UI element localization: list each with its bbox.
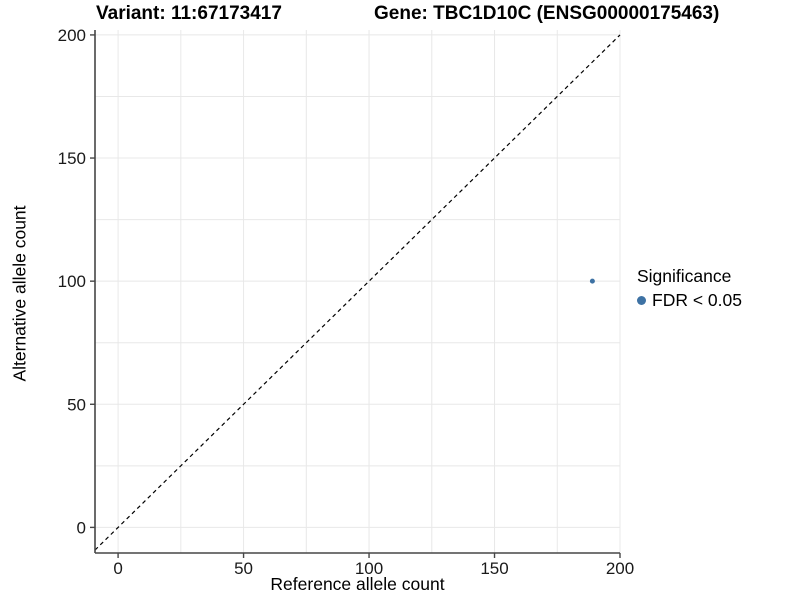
y-axis-label: Alternative allele count — [9, 205, 30, 382]
gene-title: Gene: TBC1D10C (ENSG00000175463) — [374, 3, 720, 24]
legend-point-icon — [637, 296, 646, 305]
legend: Significance FDR < 0.05 — [637, 266, 742, 311]
y-tick-label: 200 — [58, 26, 86, 45]
x-tick-label: 50 — [234, 559, 253, 578]
y-tick-label: 50 — [67, 395, 86, 414]
data-point — [589, 278, 595, 284]
variant-title: Variant: 11:67173417 — [96, 3, 282, 24]
x-axis-label: Reference allele count — [270, 574, 445, 594]
x-tick-label: 100 — [355, 559, 383, 578]
legend-entry-label: FDR < 0.05 — [652, 290, 742, 310]
legend-entry: FDR < 0.05 — [637, 290, 742, 311]
x-tick-label: 200 — [606, 559, 634, 578]
identity-dashed-line — [94, 34, 621, 551]
y-tick-label: 100 — [58, 272, 86, 291]
y-tick-label: 150 — [58, 149, 86, 168]
x-tick-label: 150 — [480, 559, 508, 578]
x-tick-label: 0 — [113, 559, 122, 578]
y-tick-label: 0 — [77, 518, 86, 537]
legend-title: Significance — [637, 266, 732, 286]
